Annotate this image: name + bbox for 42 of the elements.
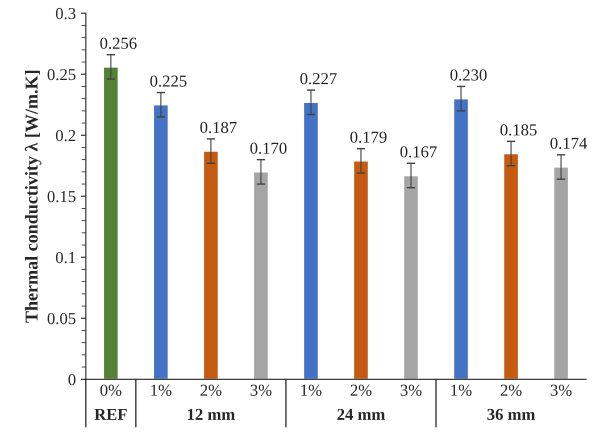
data-label: 0.225 [150,75,186,87]
bar [452,98,470,380]
bar [152,104,170,380]
bar [502,152,520,380]
y-tick-label: 0.1 [56,252,76,264]
x-tick-label: 0% [100,384,122,396]
text: 24 mm [337,408,385,420]
bar [102,66,120,380]
bar [552,166,570,380]
data-label: 0.256 [100,38,137,49]
bar [302,102,320,380]
x-tick-label: 2% [350,384,372,396]
data-label: 0.170 [250,142,287,154]
bar [352,160,370,380]
x-tick-label: 2% [500,384,522,396]
text: REF [94,408,127,420]
x-tick-label: 1% [451,384,472,396]
y-tick-label: 0.3 [56,8,76,20]
data-label: 0.230 [450,69,487,81]
text: 12 mm [188,408,235,420]
y-tick-label: 0.2 [56,130,76,142]
x-tick-label: 3% [250,384,272,396]
y-axis-title: Thermal conductivity λ [W/m.K] [24,70,42,323]
data-label: 0.187 [200,122,237,134]
data-label: 0.179 [350,132,387,143]
x-tick-label: 2% [200,384,222,396]
data-label: 0.227 [300,73,337,84]
x-tick-label: 3% [400,384,422,396]
x-tick-label: 3% [550,384,572,396]
bar [252,171,270,380]
y-tick-label: 0.15 [48,190,76,202]
text: 36 mm [487,408,536,420]
bar [402,174,420,380]
data-label: 0.185 [500,124,537,136]
bar [202,150,220,380]
x-tick-label: 1% [301,384,322,396]
x-tick-label: 1% [151,384,172,396]
y-tick-label: 0 [68,374,76,386]
data-label: 0.167 [400,146,437,158]
data-label: 0.174 [550,138,588,150]
y-tick-label: 0.25 [48,68,76,80]
y-tick-label: 0.05 [48,312,76,324]
